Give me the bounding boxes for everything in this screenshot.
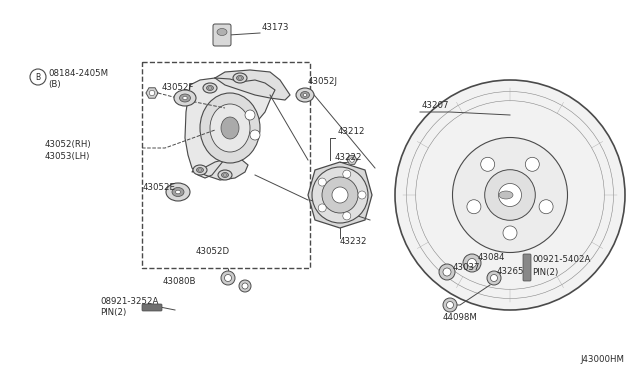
FancyBboxPatch shape xyxy=(142,304,162,311)
Circle shape xyxy=(349,158,355,162)
Ellipse shape xyxy=(217,29,227,35)
Circle shape xyxy=(539,200,553,214)
FancyBboxPatch shape xyxy=(213,24,231,46)
Circle shape xyxy=(322,177,358,213)
Circle shape xyxy=(443,268,451,276)
Ellipse shape xyxy=(296,88,314,102)
Ellipse shape xyxy=(183,96,188,100)
Ellipse shape xyxy=(237,76,243,80)
Text: 44098M: 44098M xyxy=(443,314,478,323)
Text: 43052F: 43052F xyxy=(162,83,195,92)
Circle shape xyxy=(245,110,255,120)
Text: 43080B: 43080B xyxy=(163,276,196,285)
Text: 43084: 43084 xyxy=(478,253,506,262)
Polygon shape xyxy=(215,70,290,100)
Circle shape xyxy=(467,259,477,267)
Text: J43000HM: J43000HM xyxy=(580,356,624,365)
Ellipse shape xyxy=(193,165,207,175)
Text: 08184-2405M: 08184-2405M xyxy=(48,70,108,78)
Polygon shape xyxy=(308,162,372,228)
Ellipse shape xyxy=(223,174,227,176)
Polygon shape xyxy=(347,155,357,164)
Circle shape xyxy=(499,183,522,206)
Circle shape xyxy=(343,212,351,220)
Text: 43052E: 43052E xyxy=(143,183,176,192)
Circle shape xyxy=(332,187,348,203)
Text: 43265: 43265 xyxy=(497,267,525,276)
Circle shape xyxy=(149,90,155,96)
Circle shape xyxy=(452,138,568,253)
Text: 08921-3252A: 08921-3252A xyxy=(100,296,158,305)
Text: 43052J: 43052J xyxy=(308,77,338,87)
Ellipse shape xyxy=(174,90,196,106)
Text: 43232: 43232 xyxy=(340,237,367,247)
Circle shape xyxy=(239,280,251,292)
Text: 43053(LH): 43053(LH) xyxy=(45,153,90,161)
Circle shape xyxy=(463,254,481,272)
Circle shape xyxy=(395,80,625,310)
Circle shape xyxy=(481,157,495,171)
Circle shape xyxy=(343,170,351,178)
Text: (B): (B) xyxy=(48,80,61,90)
Circle shape xyxy=(30,69,46,85)
FancyBboxPatch shape xyxy=(523,254,531,281)
Circle shape xyxy=(250,130,260,140)
Circle shape xyxy=(447,301,454,308)
Text: 43052(RH): 43052(RH) xyxy=(45,141,92,150)
Text: PIN(2): PIN(2) xyxy=(100,308,126,317)
Circle shape xyxy=(242,283,248,289)
Text: PIN(2): PIN(2) xyxy=(532,267,558,276)
Ellipse shape xyxy=(233,73,247,83)
Circle shape xyxy=(358,191,366,199)
Ellipse shape xyxy=(209,87,211,89)
Ellipse shape xyxy=(303,94,307,96)
Text: 43212: 43212 xyxy=(338,128,365,137)
Text: B: B xyxy=(35,73,40,81)
Ellipse shape xyxy=(172,187,184,196)
Text: 43052D: 43052D xyxy=(196,247,230,257)
Polygon shape xyxy=(185,78,275,178)
Ellipse shape xyxy=(499,191,513,199)
Ellipse shape xyxy=(207,86,214,90)
Ellipse shape xyxy=(198,169,202,171)
Ellipse shape xyxy=(210,104,250,152)
Circle shape xyxy=(490,275,497,282)
Text: 43207: 43207 xyxy=(422,100,449,109)
Text: 43037: 43037 xyxy=(453,263,481,272)
Ellipse shape xyxy=(203,83,217,93)
Circle shape xyxy=(221,271,235,285)
Circle shape xyxy=(318,204,326,212)
Polygon shape xyxy=(146,88,158,98)
Ellipse shape xyxy=(175,190,180,194)
Text: 43173: 43173 xyxy=(262,23,289,32)
Ellipse shape xyxy=(301,92,310,99)
Text: 43222: 43222 xyxy=(335,153,362,161)
Circle shape xyxy=(318,178,326,186)
Circle shape xyxy=(484,170,535,220)
Circle shape xyxy=(439,264,455,280)
Ellipse shape xyxy=(196,167,204,173)
Circle shape xyxy=(467,200,481,214)
Ellipse shape xyxy=(239,77,241,79)
Ellipse shape xyxy=(200,93,260,163)
Polygon shape xyxy=(192,158,248,180)
Circle shape xyxy=(503,226,517,240)
Circle shape xyxy=(525,157,540,171)
Circle shape xyxy=(225,275,232,282)
Text: 00921-5402A: 00921-5402A xyxy=(532,256,590,264)
Circle shape xyxy=(312,167,368,223)
Ellipse shape xyxy=(218,170,232,180)
Ellipse shape xyxy=(221,117,239,139)
Circle shape xyxy=(487,271,501,285)
Ellipse shape xyxy=(179,94,191,102)
Ellipse shape xyxy=(221,173,228,177)
Ellipse shape xyxy=(166,183,190,201)
Circle shape xyxy=(443,298,457,312)
